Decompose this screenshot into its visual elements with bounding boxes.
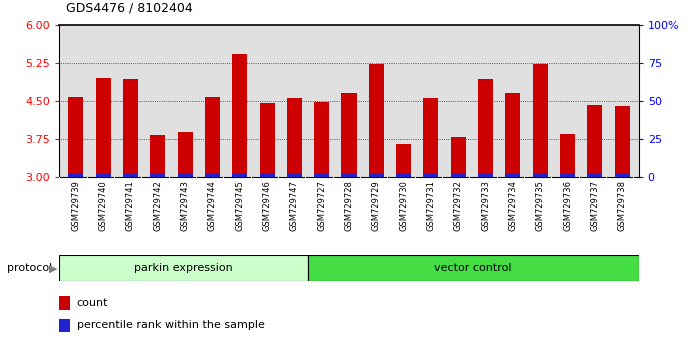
Bar xyxy=(560,134,575,177)
Text: GSM729738: GSM729738 xyxy=(618,180,627,231)
Bar xyxy=(588,174,602,177)
Text: GSM729739: GSM729739 xyxy=(71,180,80,231)
Bar xyxy=(260,103,274,177)
Bar xyxy=(177,174,193,177)
Bar xyxy=(451,174,466,177)
Text: ▶: ▶ xyxy=(49,263,57,273)
Bar xyxy=(560,174,575,177)
Bar xyxy=(150,135,165,177)
Bar xyxy=(59,319,70,332)
Text: parkin expression: parkin expression xyxy=(134,263,233,273)
Bar xyxy=(177,132,193,177)
Bar xyxy=(68,97,83,177)
Bar xyxy=(205,174,220,177)
Text: GSM729745: GSM729745 xyxy=(235,180,244,231)
Bar xyxy=(150,174,165,177)
Bar xyxy=(123,174,138,177)
Bar xyxy=(478,174,493,177)
Text: GSM729728: GSM729728 xyxy=(345,180,353,231)
Text: GSM729735: GSM729735 xyxy=(536,180,545,231)
Text: GSM729747: GSM729747 xyxy=(290,180,299,231)
Text: GSM729741: GSM729741 xyxy=(126,180,135,231)
Bar xyxy=(615,106,630,177)
Bar xyxy=(396,144,411,177)
Bar xyxy=(369,174,384,177)
Text: GSM729740: GSM729740 xyxy=(98,180,107,231)
Bar xyxy=(314,102,329,177)
Text: GSM729731: GSM729731 xyxy=(426,180,436,231)
Text: GSM729737: GSM729737 xyxy=(591,180,600,231)
Bar xyxy=(232,174,247,177)
Bar xyxy=(341,93,357,177)
Text: count: count xyxy=(77,298,108,308)
Bar xyxy=(369,64,384,177)
Bar xyxy=(96,78,110,177)
Bar xyxy=(588,105,602,177)
Bar xyxy=(505,174,521,177)
Text: GSM729733: GSM729733 xyxy=(481,180,490,231)
Bar xyxy=(205,97,220,177)
Text: protocol: protocol xyxy=(7,263,52,273)
Bar xyxy=(59,255,308,281)
Bar xyxy=(396,174,411,177)
Bar xyxy=(533,174,548,177)
Text: GSM729729: GSM729729 xyxy=(372,180,381,231)
Text: percentile rank within the sample: percentile rank within the sample xyxy=(77,320,265,331)
Text: vector control: vector control xyxy=(434,263,512,273)
Bar xyxy=(123,79,138,177)
Bar xyxy=(424,98,438,177)
Bar xyxy=(308,255,639,281)
Text: GSM729732: GSM729732 xyxy=(454,180,463,231)
Bar xyxy=(615,174,630,177)
Text: GSM729742: GSM729742 xyxy=(153,180,162,231)
Text: GSM729744: GSM729744 xyxy=(208,180,217,231)
Bar xyxy=(478,79,493,177)
Bar xyxy=(341,174,357,177)
Text: GSM729746: GSM729746 xyxy=(262,180,272,231)
Bar xyxy=(287,98,302,177)
Bar xyxy=(451,137,466,177)
Bar xyxy=(59,296,70,310)
Bar xyxy=(68,174,83,177)
Bar xyxy=(533,64,548,177)
Bar xyxy=(232,54,247,177)
Bar xyxy=(314,174,329,177)
Bar xyxy=(424,174,438,177)
Bar xyxy=(287,174,302,177)
Text: GSM729736: GSM729736 xyxy=(563,180,572,231)
Text: GDS4476 / 8102404: GDS4476 / 8102404 xyxy=(66,1,193,14)
Bar xyxy=(260,174,274,177)
Text: GSM729727: GSM729727 xyxy=(317,180,326,231)
Text: GSM729734: GSM729734 xyxy=(508,180,517,231)
Text: GSM729730: GSM729730 xyxy=(399,180,408,231)
Bar xyxy=(96,174,110,177)
Bar xyxy=(505,93,521,177)
Text: GSM729743: GSM729743 xyxy=(181,180,190,231)
